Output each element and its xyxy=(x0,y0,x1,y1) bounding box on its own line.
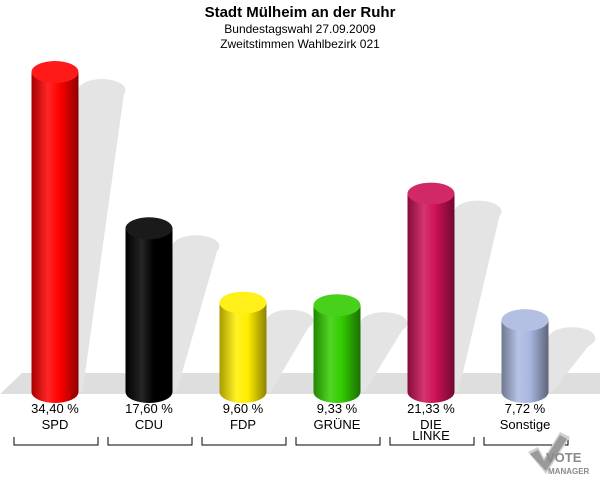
category-bracket xyxy=(201,437,287,446)
value-label: 21,33 % xyxy=(407,401,455,416)
bar-labels: 34,40 %SPD 17,60 %CDU 9,60 %FDP 9,33 %GRÜNE… xyxy=(13,401,569,446)
category-label: GRÜNE xyxy=(314,417,361,432)
chart-subtitle-election: Bundestagswahl 27.09.2009 xyxy=(224,22,376,36)
category-label: Sonstige xyxy=(500,417,551,432)
category-label: CDU xyxy=(135,417,163,432)
bar-fdp xyxy=(219,291,267,403)
category-label: DIE LINKE xyxy=(412,417,450,443)
value-label: 34,40 % xyxy=(31,401,79,416)
vote-manager-logo: VOTE MANAGER xyxy=(528,432,590,476)
category-label: FDP xyxy=(230,417,256,432)
bar-spd xyxy=(31,61,79,403)
bars xyxy=(31,61,549,403)
bar-cdu xyxy=(125,217,173,403)
chart-subtitle-district: Zweitstimmen Wahlbezirk 021 xyxy=(220,37,380,51)
bar-sonstige xyxy=(501,309,549,403)
checkmark-icon xyxy=(528,432,570,474)
value-label: 9,33 % xyxy=(317,401,358,416)
bar-die-linke xyxy=(407,182,455,403)
value-label: 17,60 % xyxy=(125,401,173,416)
chart-header: Stadt Mülheim an der Ruhr Bundestagswahl… xyxy=(0,4,600,52)
category-bracket xyxy=(295,437,381,446)
logo-line1: VOTE xyxy=(546,450,582,465)
value-label: 9,60 % xyxy=(223,401,264,416)
category-bracket xyxy=(389,437,475,446)
bar-gr-ne xyxy=(313,294,361,403)
value-label: 7,72 % xyxy=(505,401,546,416)
category-bracket xyxy=(107,437,193,446)
chart-title: Stadt Mülheim an der Ruhr xyxy=(204,4,396,21)
category-bracket xyxy=(483,437,569,446)
category-bracket xyxy=(13,437,99,446)
category-label: SPD xyxy=(42,417,69,432)
logo-line2: MANAGER xyxy=(548,467,590,476)
